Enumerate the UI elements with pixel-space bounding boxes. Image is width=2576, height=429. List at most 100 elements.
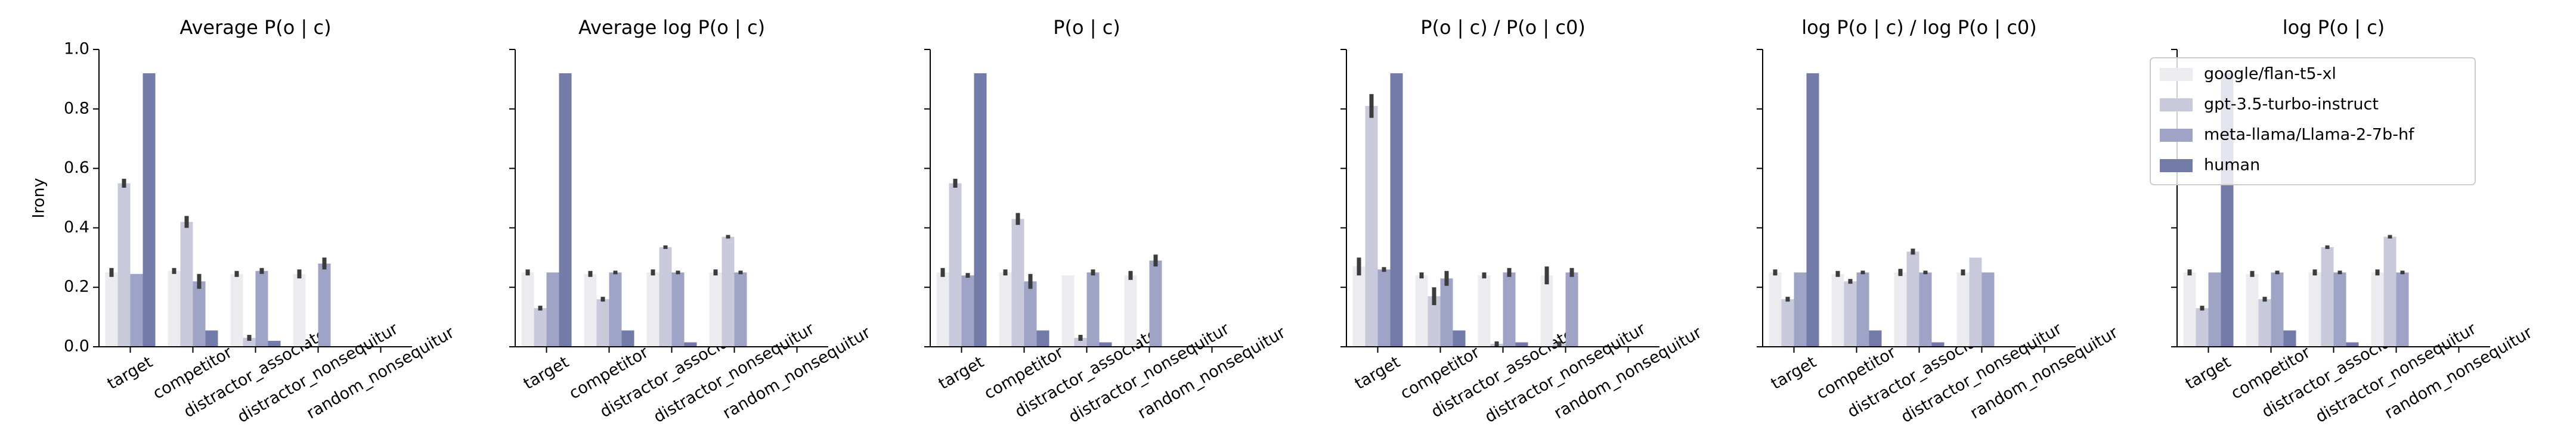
bar	[646, 272, 660, 347]
legend-label: meta-llama/Llama-2-7b-hf	[2204, 126, 2415, 144]
bar	[671, 272, 685, 347]
bar	[1806, 73, 1819, 347]
bar	[193, 281, 206, 347]
bar	[2196, 308, 2209, 347]
bar	[2346, 342, 2359, 347]
bar	[1956, 272, 1970, 347]
bar	[1540, 275, 1553, 347]
legend-label: gpt-3.5-turbo-instruct	[2204, 95, 2379, 114]
bar	[168, 271, 181, 347]
bar	[949, 183, 962, 347]
bar	[559, 73, 572, 347]
bar	[1352, 266, 1366, 347]
subplot-title: Average log P(o | c)	[578, 16, 765, 39]
bar	[2183, 272, 2196, 347]
bar	[534, 308, 547, 347]
y-tick-label: 0.0	[64, 337, 89, 356]
bar	[2271, 272, 2284, 347]
bar	[1390, 73, 1403, 347]
bar	[974, 73, 987, 347]
bar	[1831, 273, 1844, 347]
bar	[1415, 275, 1428, 347]
bar	[255, 271, 268, 347]
bar	[2321, 247, 2334, 347]
x-tick-label: target	[521, 353, 572, 393]
bar	[621, 330, 634, 347]
bar	[722, 237, 735, 347]
bar	[1124, 275, 1137, 347]
bar	[1844, 281, 1857, 347]
legend-swatch	[2160, 159, 2193, 172]
subplot-title: P(o | c) / P(o | c0)	[1420, 16, 1586, 39]
bar	[2333, 272, 2346, 347]
bar	[1794, 272, 1807, 347]
bar	[2208, 272, 2221, 347]
bar	[105, 272, 118, 347]
bar	[1869, 330, 1882, 347]
legend-label: human	[2204, 156, 2260, 175]
bar	[1919, 272, 1932, 347]
bar	[1969, 257, 1982, 347]
bar	[1931, 342, 1945, 347]
x-tick-label: target	[2182, 353, 2234, 393]
bar	[584, 273, 597, 347]
bar	[1981, 272, 1995, 347]
subplot-title: P(o | c)	[1053, 16, 1120, 39]
bar	[609, 272, 622, 347]
bar	[2371, 272, 2384, 347]
legend-swatch	[2160, 98, 2193, 111]
bar	[1515, 342, 1528, 347]
y-axis-label: Irony	[30, 178, 48, 218]
bar	[1769, 272, 1782, 347]
legend-swatch	[2160, 129, 2193, 142]
y-tick-label: 0.4	[64, 218, 89, 237]
bar	[684, 342, 697, 347]
bar	[1036, 330, 1049, 347]
bar	[205, 330, 218, 347]
subplot-title: log P(o | c)	[2283, 16, 2385, 39]
bar	[1086, 272, 1100, 347]
bar	[1440, 278, 1453, 347]
bar	[2283, 330, 2296, 347]
legend: google/flan-t5-xl gpt-3.5-turbo-instruct m…	[2150, 57, 2476, 185]
x-tick-label: target	[1768, 353, 1820, 393]
y-tick-label: 0.8	[64, 99, 89, 117]
bar	[709, 272, 722, 347]
bar	[1011, 219, 1024, 347]
bar	[117, 183, 131, 347]
bar	[521, 272, 534, 347]
bar	[1478, 275, 1491, 347]
y-tick-label: 0.6	[64, 158, 89, 177]
legend-swatch	[2160, 68, 2193, 81]
bar	[961, 275, 974, 347]
bar	[130, 273, 143, 347]
x-tick-label: target	[1352, 353, 1404, 393]
bar	[1074, 338, 1087, 347]
bar	[1099, 342, 1112, 347]
bar	[1894, 272, 1907, 347]
subplot-title: log P(o | c) / log P(o | c0)	[1801, 16, 2037, 39]
bar	[243, 338, 256, 347]
bar	[180, 222, 193, 347]
bar	[1149, 260, 1162, 347]
bar	[734, 272, 747, 347]
bar	[2258, 299, 2271, 347]
x-tick-label: target	[104, 353, 156, 393]
bar	[1024, 281, 1037, 347]
bar	[2246, 273, 2259, 347]
bar	[999, 272, 1012, 347]
bar	[2308, 272, 2321, 347]
bar	[1428, 296, 1441, 347]
x-tick-label: target	[936, 353, 987, 393]
bar	[1856, 272, 1869, 347]
bar	[318, 263, 331, 347]
bar	[1365, 105, 1378, 347]
bar	[1453, 330, 1466, 347]
bar	[1906, 251, 1919, 347]
legend-box	[2150, 57, 2476, 185]
bar	[1377, 269, 1391, 347]
bar	[596, 299, 609, 347]
bar	[1781, 299, 1794, 347]
subplot-title: Average P(o | c)	[179, 16, 331, 39]
